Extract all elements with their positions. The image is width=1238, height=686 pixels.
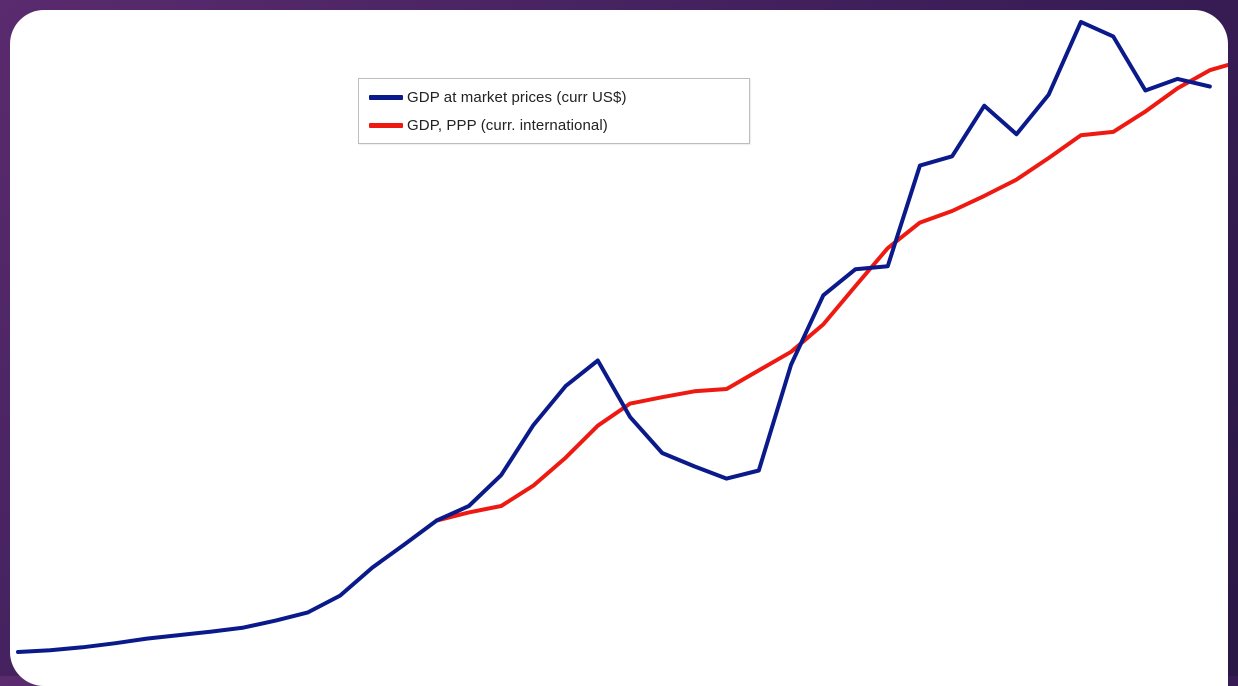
legend-label-gdp-market: GDP at market prices (curr US$) [407, 88, 627, 106]
series-line-gdp-market [16, 19, 1212, 654]
chart-legend: GDP at market prices (curr US$) GDP, PPP… [358, 78, 750, 144]
series-line-gdp-ppp [434, 62, 1228, 523]
legend-label-gdp-ppp: GDP, PPP (curr. international) [407, 116, 608, 134]
legend-entry-gdp-ppp: GDP, PPP (curr. international) [369, 113, 608, 137]
legend-swatch-gdp-market [369, 94, 403, 100]
legend-entry-gdp-market: GDP at market prices (curr US$) [369, 85, 627, 109]
legend-swatch-gdp-ppp [369, 122, 403, 128]
chart-panel: GDP at market prices (curr US$) GDP, PPP… [10, 10, 1228, 686]
chart-plot [16, 19, 1228, 654]
